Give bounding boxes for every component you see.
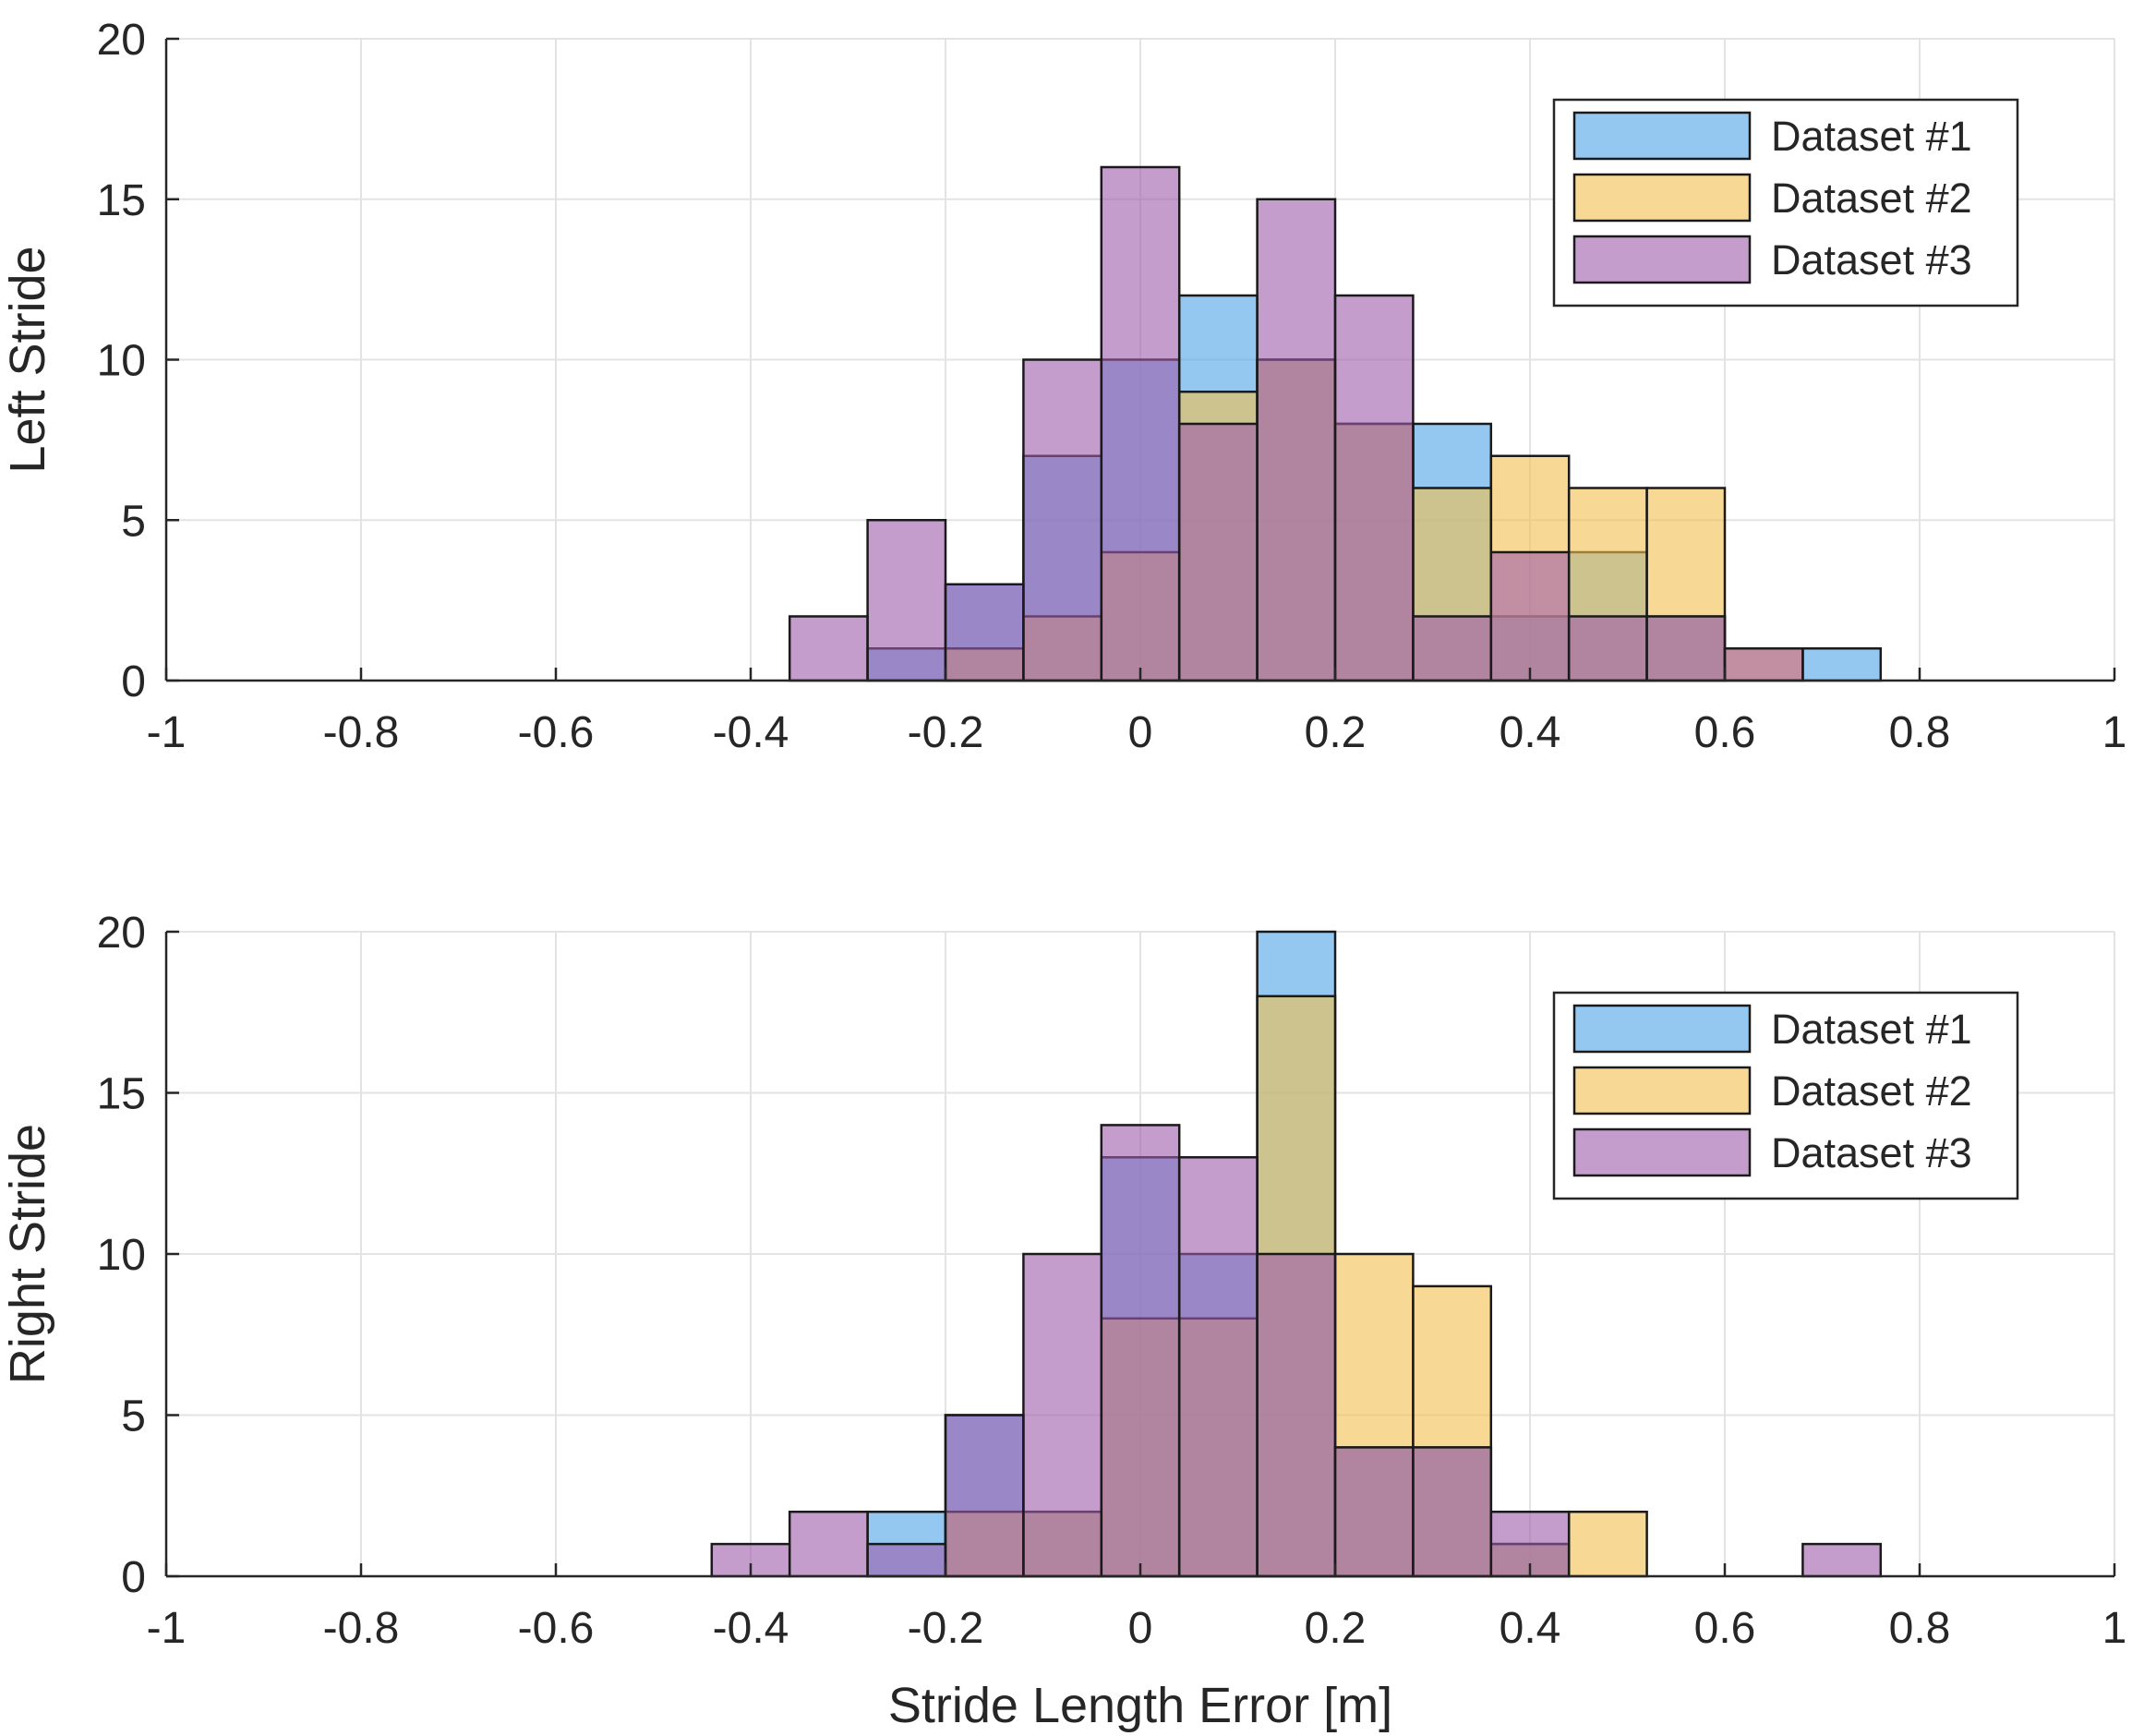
histogram-bar-series-3 <box>1022 358 1103 682</box>
x-tick-label: -0.4 <box>713 1604 789 1653</box>
right-stride-panel: -1 -0.8 -0.6 -0.4 -0.2 0 0.2 0.4 0.6 0.8 105101520… <box>0 909 2126 1733</box>
histogram-bar-series-3 <box>1412 1446 1493 1578</box>
histogram-bar-series-3 <box>944 1414 1025 1578</box>
legend-swatch-series-3 <box>1572 1127 1752 1177</box>
histogram-bar-series-3 <box>1022 1252 1103 1578</box>
histogram-bar-series-3 <box>788 1510 869 1578</box>
x-tick-label: -1 <box>147 1604 187 1653</box>
histogram-bar-series-3 <box>1567 615 1648 682</box>
legend: Dataset #1 Dataset #2 Dataset #3 <box>1552 991 2019 1200</box>
histogram-bar-series-3 <box>788 615 869 682</box>
histogram-bar-series-3 <box>866 1542 947 1578</box>
x-tick-label: -0.2 <box>908 708 984 757</box>
legend-swatch-series-1 <box>1572 1004 1752 1054</box>
x-tick-label: -0.6 <box>518 1604 595 1653</box>
x-tick-label: -0.8 <box>323 1604 400 1653</box>
histogram-bar-series-2 <box>1567 1510 1648 1578</box>
legend-label-series-3: Dataset #3 <box>1771 1129 1972 1176</box>
y-tick-label: 5 <box>121 497 146 546</box>
x-tick-label: -0.4 <box>713 708 789 757</box>
y-axis-label: Right Stride <box>0 1124 55 1384</box>
histogram-bar-series-3 <box>1489 550 1571 682</box>
x-tick-label: 0.2 <box>1305 1604 1367 1653</box>
x-tick-label: 0.6 <box>1694 1604 1756 1653</box>
x-tick-label: 0.8 <box>1889 708 1951 757</box>
histogram-bar-series-3 <box>1177 1156 1259 1578</box>
histogram-bar-series-3 <box>1412 615 1493 682</box>
x-tick-label: 0.6 <box>1694 708 1756 757</box>
histogram-bar-series-3 <box>1801 1542 1883 1578</box>
x-tick-label: 0.2 <box>1305 708 1367 757</box>
y-axis-label: Left Stride <box>0 246 55 473</box>
y-tick-label: 0 <box>121 1553 146 1602</box>
legend-label-series-2: Dataset #2 <box>1771 1067 1972 1115</box>
y-tick-label: 10 <box>97 337 146 386</box>
x-tick-label: 0 <box>1128 708 1153 757</box>
left-stride-panel: -1 -0.8 -0.6 -0.4 -0.2 0 0.2 0.4 0.6 0.8 105101520… <box>0 16 2126 757</box>
histogram-bar-series-3 <box>1100 1124 1181 1578</box>
y-tick-label: 15 <box>97 1070 146 1119</box>
histogram-bar-series-3 <box>866 519 947 682</box>
x-tick-label: 0.8 <box>1889 1604 1951 1653</box>
y-tick-label: 20 <box>97 909 146 958</box>
histogram-bar-series-3 <box>1645 615 1727 682</box>
x-tick-label: -0.2 <box>908 1604 984 1653</box>
x-tick-label: -0.6 <box>518 708 595 757</box>
histogram-bar-series-3 <box>1256 198 1337 682</box>
histogram-bar-series-3 <box>1256 1252 1337 1578</box>
x-tick-label: 1 <box>2102 1604 2127 1653</box>
legend-label-series-1: Dataset #1 <box>1771 1006 1972 1053</box>
legend-swatch-series-2 <box>1572 173 1752 223</box>
legend-swatch-series-3 <box>1572 235 1752 284</box>
x-tick-label: 1 <box>2102 708 2127 757</box>
histogram-bar-series-3 <box>1723 647 1804 682</box>
y-tick-label: 5 <box>121 1392 146 1441</box>
y-tick-label: 0 <box>121 657 146 706</box>
legend: Dataset #1 Dataset #2 Dataset #3 <box>1552 98 2019 307</box>
histogram-bar-series-1 <box>1801 647 1883 682</box>
legend-swatch-series-1 <box>1572 111 1752 161</box>
legend-label-series-3: Dataset #3 <box>1771 236 1972 283</box>
x-axis-label: Stride Length Error [m] <box>888 1678 1392 1733</box>
y-tick-label: 20 <box>97 16 146 65</box>
legend-label-series-1: Dataset #1 <box>1771 113 1972 160</box>
histogram-bar-series-3 <box>944 583 1025 682</box>
x-tick-label: 0 <box>1128 1604 1153 1653</box>
x-tick-label: 0.4 <box>1500 1604 1561 1653</box>
legend-swatch-series-2 <box>1572 1066 1752 1115</box>
y-tick-label: 10 <box>97 1231 146 1280</box>
histogram-bar-series-3 <box>1333 1446 1415 1578</box>
x-tick-label: 0.4 <box>1500 708 1561 757</box>
x-tick-label: -1 <box>147 708 187 757</box>
y-tick-label: 15 <box>97 176 146 225</box>
histogram-bar-series-3 <box>1177 422 1259 682</box>
histogram-bar-series-3 <box>1333 294 1415 682</box>
legend-label-series-2: Dataset #2 <box>1771 175 1972 222</box>
x-tick-label: -0.8 <box>323 708 400 757</box>
histogram-bar-series-3 <box>1100 165 1181 682</box>
